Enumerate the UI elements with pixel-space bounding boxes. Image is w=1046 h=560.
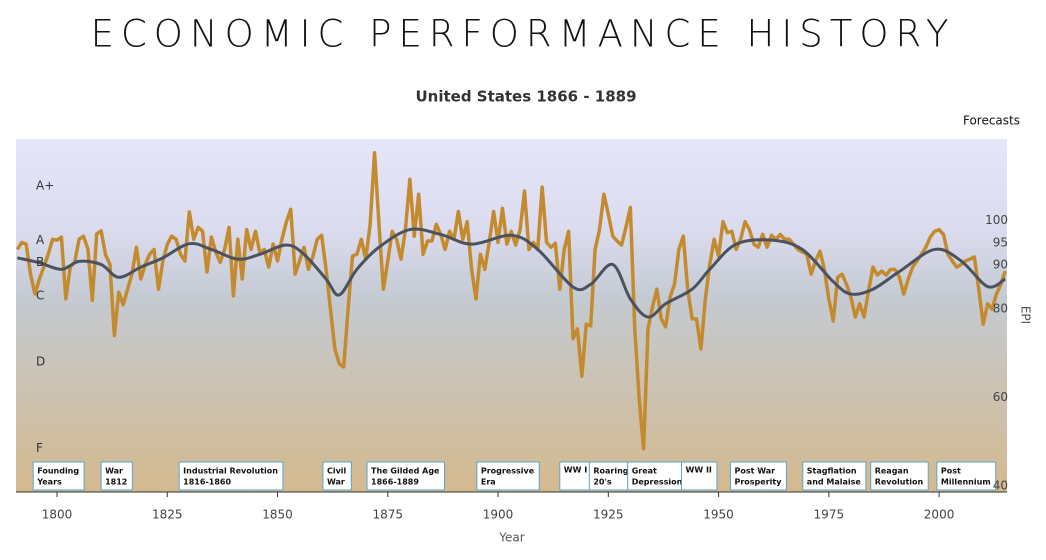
era-box: [100, 461, 133, 491]
eras: Founding Years War 1812 Industrial Revolutio…: [32, 461, 997, 491]
y-tick-label: 95: [993, 235, 1008, 249]
marks: [15, 150, 1007, 451]
era-label: Era: [481, 478, 496, 487]
x-tick-label: 1925: [593, 508, 624, 522]
era-label: Progressive: [481, 467, 535, 476]
era-box: [476, 461, 540, 491]
x-tick-label: 1950: [703, 508, 734, 522]
era-label: Roaring: [593, 467, 628, 476]
era-label: War: [327, 478, 345, 487]
era-label: War: [105, 467, 123, 476]
era-label: Reagan: [875, 467, 909, 476]
era-label: Great: [632, 467, 657, 476]
era: Stagflation and Malaise: [802, 461, 867, 491]
series-line: [17, 227, 1007, 319]
era-label: Civil: [327, 467, 347, 476]
x-axis-title: Year: [498, 531, 524, 545]
x-tick-label: 2000: [924, 508, 955, 522]
y-tick-label: 40: [993, 478, 1008, 492]
era-label: Revolution: [875, 478, 924, 487]
era: Progressive Era: [476, 461, 540, 491]
era-box: [322, 461, 352, 491]
era: WW I: [559, 461, 593, 491]
era: Civil War: [322, 461, 352, 491]
era: Post Millennium: [936, 461, 997, 491]
x-tick-label: 1825: [152, 508, 183, 522]
era: Founding Years: [32, 461, 85, 491]
y-axis-title: EPI: [1019, 306, 1033, 324]
era-box: [178, 461, 284, 491]
grade-label: F: [36, 441, 43, 455]
grade-label: B: [36, 255, 44, 269]
era: Post War Prosperity: [729, 461, 787, 491]
era-box: [802, 461, 867, 491]
era-label: The Gilded Age: [371, 467, 440, 476]
y-tick-label: 90: [993, 257, 1008, 271]
y-tick-label: 60: [993, 390, 1008, 404]
era-label: Years: [36, 478, 62, 487]
x-tick-label: 1900: [483, 508, 514, 522]
era-label: and Malaise: [807, 478, 862, 487]
era-box: [366, 461, 445, 491]
grade-label: A: [36, 233, 45, 247]
era-label: 1816-1860: [183, 478, 231, 487]
era: Great Depression: [627, 461, 688, 491]
era-label: Millennium: [941, 478, 991, 487]
era-box: [627, 461, 688, 491]
era-label: Industrial Revolution: [183, 467, 278, 476]
grade-label: D: [36, 355, 45, 369]
era: War 1812: [100, 461, 133, 491]
era-label: Prosperity: [734, 478, 782, 487]
era-box: [681, 461, 718, 491]
era-box: [729, 461, 787, 491]
era-box: [936, 461, 997, 491]
era-label: Post War: [734, 467, 775, 476]
x-tick-label: 1800: [42, 508, 73, 522]
x-tick-label: 1850: [262, 508, 293, 522]
grade-label: A+: [36, 178, 54, 192]
era-label: Post: [941, 467, 961, 476]
era: Reagan Revolution: [870, 461, 929, 491]
era-box: [870, 461, 929, 491]
plot-area: [16, 139, 1007, 492]
era-label: 20's: [593, 478, 612, 487]
page-title: ECONOMIC PERFORMANCE HISTORY: [91, 13, 956, 56]
x-tick-label: 1975: [814, 508, 845, 522]
era-label: 1866-1889: [371, 478, 419, 487]
era-box: [588, 461, 635, 491]
x-tick-label: 1875: [373, 508, 404, 522]
era: Roaring 20's: [588, 461, 635, 491]
era: The Gilded Age 1866-1889: [366, 461, 445, 491]
era-label: Depression: [632, 478, 683, 487]
era-label: WW I: [564, 466, 587, 475]
grade-label: C: [36, 288, 44, 302]
forecast-label: Forecasts: [963, 114, 1020, 128]
era-box: [32, 461, 85, 491]
era: Industrial Revolution 1816-1860: [178, 461, 284, 491]
era-label: WW II: [686, 466, 712, 475]
chart-subtitle: United States 1866 - 1889: [415, 88, 636, 106]
era-label: Stagflation: [807, 467, 857, 476]
y-tick-label: 100: [985, 213, 1008, 227]
era-label: 1812: [105, 478, 127, 487]
y-tick-label: 80: [993, 302, 1008, 316]
series-line: [15, 150, 1007, 451]
era-label: Founding: [37, 467, 79, 476]
era: WW II: [681, 461, 718, 491]
